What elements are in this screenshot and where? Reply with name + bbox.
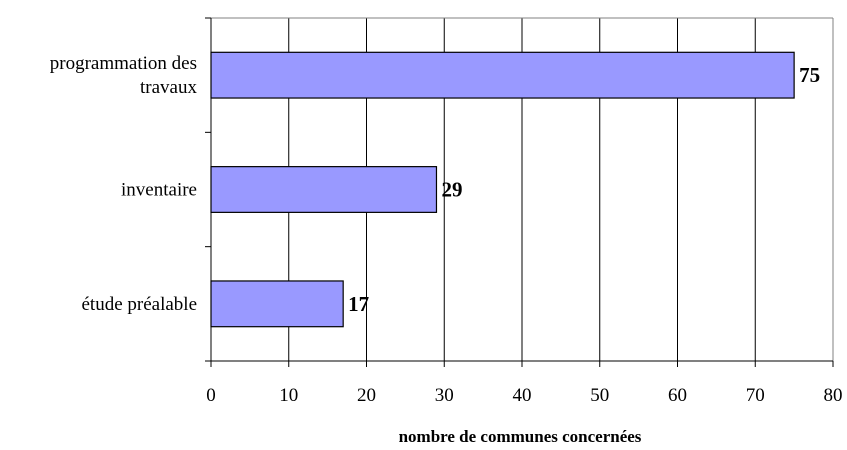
category-label: étude préalable [81, 294, 197, 315]
x-tick-label: 50 [590, 385, 609, 406]
x-tick-label: 60 [668, 385, 687, 406]
x-tick-label: 20 [357, 385, 376, 406]
category-label: inventaire [121, 180, 197, 201]
x-tick-label: 30 [435, 385, 454, 406]
bar [210, 51, 795, 99]
labels: 0 10 20 30 40 50 60 70 80 75 programmation des trav… [50, 53, 843, 406]
x-tick-label: 0 [206, 385, 216, 406]
x-axis-title: nombre de communes concernées [399, 427, 642, 446]
x-tick-label: 40 [513, 385, 532, 406]
axes [205, 17, 834, 367]
bar [210, 280, 344, 328]
bar [210, 166, 438, 213]
category-label: programmation des travaux [50, 53, 198, 98]
data-label: 17 [348, 292, 369, 316]
data-label: 75 [799, 63, 820, 87]
bars [210, 51, 795, 328]
x-tick-label: 10 [279, 385, 298, 406]
data-label: 29 [441, 178, 462, 202]
x-tick-label: 70 [746, 385, 765, 406]
x-tick-label: 80 [824, 385, 843, 406]
